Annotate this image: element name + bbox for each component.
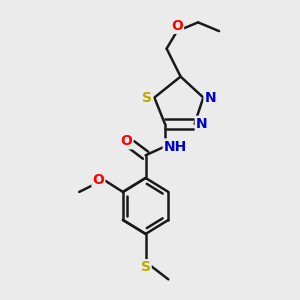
Text: S: S [141, 260, 151, 274]
Text: N: N [196, 117, 207, 131]
Text: O: O [121, 134, 132, 148]
Text: O: O [92, 173, 104, 187]
Text: O: O [171, 19, 183, 33]
Text: N: N [205, 91, 216, 104]
Text: NH: NH [164, 140, 187, 154]
Text: S: S [142, 91, 152, 104]
